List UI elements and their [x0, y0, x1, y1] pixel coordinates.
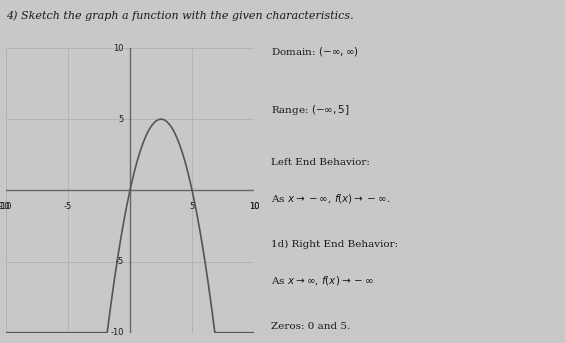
Text: 5: 5: [189, 202, 195, 211]
Text: -5: -5: [115, 257, 124, 266]
Text: 4) Sketch the graph a function with the given characteristics.: 4) Sketch the graph a function with the …: [6, 10, 353, 21]
Text: As $x \to -\infty$, $f(x) \to -\infty$.: As $x \to -\infty$, $f(x) \to -\infty$.: [271, 192, 390, 205]
Text: -10: -10: [0, 202, 12, 211]
Text: 10: 10: [249, 202, 259, 211]
Text: 5: 5: [119, 115, 124, 124]
Text: As $x \to \infty$, $f(x) \to -\infty$: As $x \to \infty$, $f(x) \to -\infty$: [271, 274, 375, 287]
Text: -5: -5: [64, 202, 72, 211]
Text: Left End Behavior:: Left End Behavior:: [271, 158, 370, 167]
Text: 1d) Right End Behavior:: 1d) Right End Behavior:: [271, 240, 398, 249]
Text: -10: -10: [110, 328, 124, 337]
Text: Range: $(-\infty, 5]$: Range: $(-\infty, 5]$: [271, 103, 350, 117]
Text: -10: -10: [0, 202, 10, 211]
Text: Domain: $(-\infty, \infty)$: Domain: $(-\infty, \infty)$: [271, 45, 359, 58]
Text: 10: 10: [249, 202, 259, 211]
Text: Zeros: 0 and 5.: Zeros: 0 and 5.: [271, 322, 350, 331]
Text: 10: 10: [113, 44, 124, 52]
